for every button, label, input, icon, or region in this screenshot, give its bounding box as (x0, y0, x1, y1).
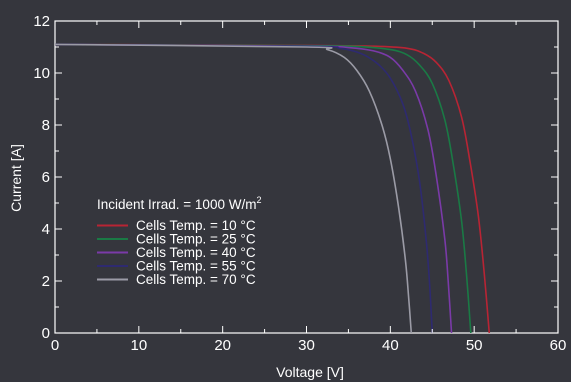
curves (54, 43, 491, 334)
x-tick-label: 0 (51, 337, 59, 354)
legend-label-2: Cells Temp. = 25 °C (136, 232, 256, 247)
x-tick-label: 40 (382, 337, 399, 354)
legend-annotation: Incident Irrad. = 1000 W/m2 (97, 195, 261, 212)
x-tick-label: 30 (298, 337, 315, 354)
series-line-5 (54, 43, 413, 334)
legend-label-4: Cells Temp. = 55 °C (136, 259, 256, 274)
y-tick-label: 6 (42, 169, 50, 186)
legend-label-3: Cells Temp. = 40 °C (136, 245, 256, 260)
plot-border (54, 20, 559, 334)
y-tick-label: 2 (42, 273, 50, 290)
y-tick-label: 4 (42, 221, 50, 238)
x-axis-label: Voltage [V] (276, 364, 344, 380)
y-tick-label: 12 (33, 13, 50, 30)
y-tick-label: 0 (42, 325, 50, 342)
y-axis-label: Current [A] (8, 144, 24, 212)
annotation-superscript: 2 (256, 195, 261, 205)
x-tick-label: 50 (466, 337, 483, 354)
series-line-4 (54, 43, 434, 334)
series-line-3 (54, 43, 453, 334)
axis-ticks (54, 20, 559, 334)
y-tick-label: 8 (42, 117, 50, 134)
x-tick-label: 20 (214, 337, 231, 354)
annotation-text: Incident Irrad. = 1000 W/m (97, 197, 256, 212)
series-line-1 (54, 43, 491, 334)
legend-label-5: Cells Temp. = 70 °C (136, 272, 256, 287)
x-tick-label: 60 (550, 337, 567, 354)
tick-labels: 0 10 20 30 40 50 60 0 2 4 6 8 10 12 (33, 13, 566, 354)
y-tick-label: 10 (33, 65, 50, 82)
plot-frame (54, 20, 559, 334)
x-tick-label: 10 (130, 337, 147, 354)
legend-label-1: Cells Temp. = 10 °C (136, 218, 256, 233)
